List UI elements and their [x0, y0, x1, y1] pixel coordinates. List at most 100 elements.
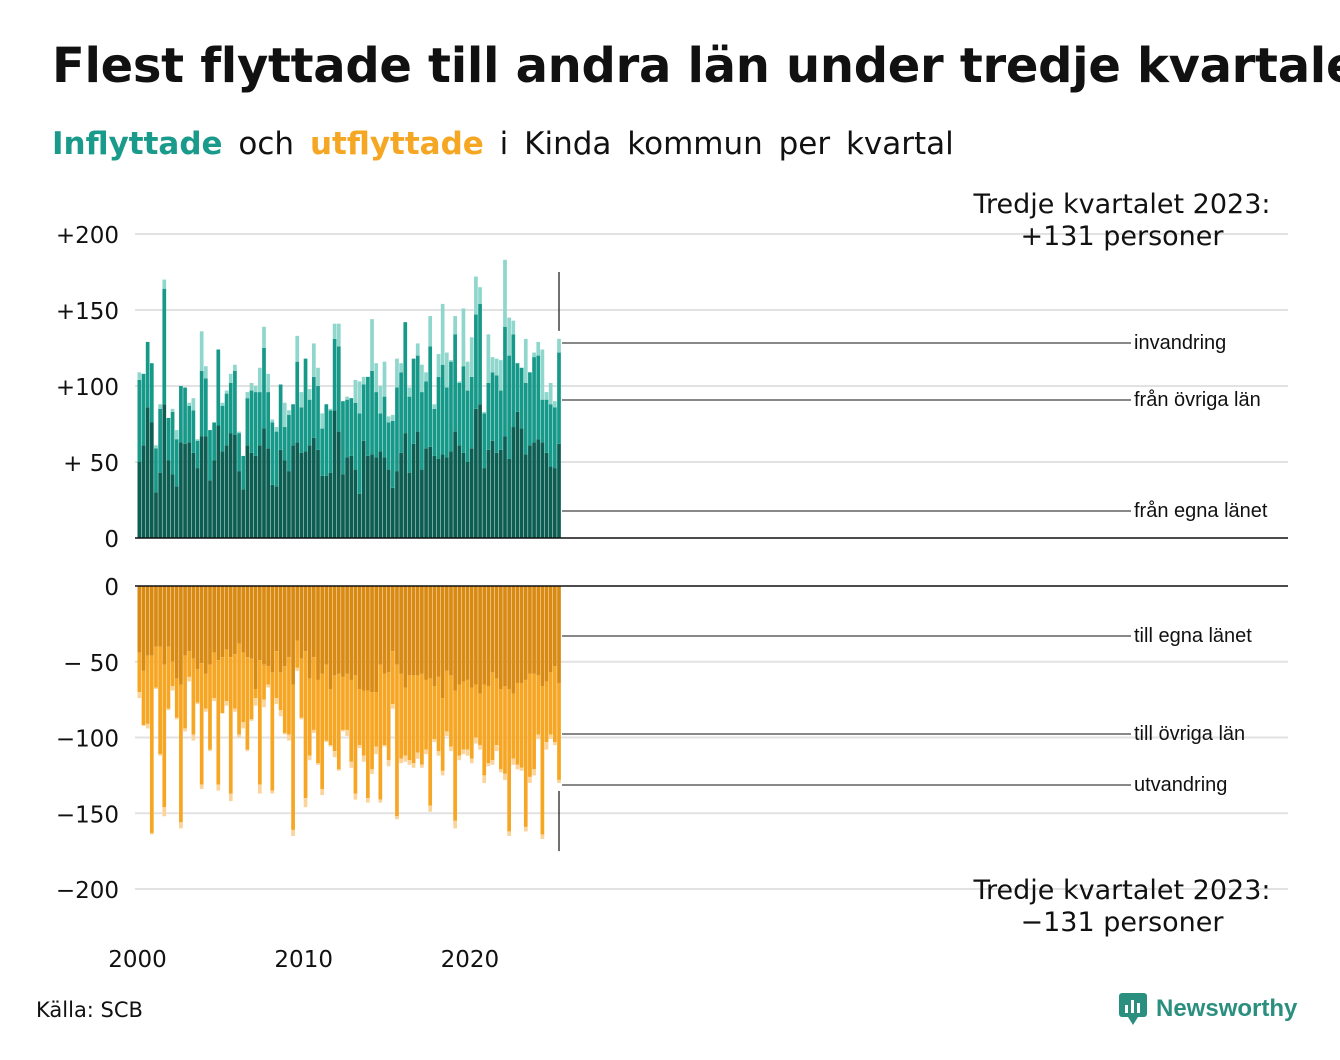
bar-inflow-segment [212, 460, 216, 538]
bar-outflow-segment [403, 687, 408, 756]
bar-outflow-segment [166, 586, 171, 647]
bar-outflow-segment [366, 798, 370, 803]
bar-inflow-segment [528, 372, 532, 446]
bar-outflow-segment [536, 586, 541, 676]
bar-inflow-segment [361, 440, 366, 538]
bar-inflow-segment [519, 428, 524, 538]
bar-inflow-segment [453, 316, 457, 335]
bar-outflow-segment [540, 834, 545, 840]
bar-inflow-segment [386, 416, 391, 423]
bar-outflow-segment [203, 673, 208, 709]
bar-outflow-segment [349, 586, 354, 680]
bar-inflow-segment [191, 410, 196, 453]
bar-inflow-segment [287, 414, 291, 472]
bar-inflow-segment [137, 462, 142, 538]
bar-outflow-segment [386, 586, 391, 673]
bar-outflow-segment [270, 790, 275, 794]
bar-inflow-segment [532, 357, 536, 443]
bar-inflow-segment [449, 451, 453, 538]
bar-inflow-segment [436, 376, 441, 459]
bar-outflow-segment [341, 729, 345, 732]
bar-outflow-segment [548, 586, 553, 673]
bar-outflow-segment [440, 770, 445, 776]
bar-inflow-segment [208, 430, 212, 481]
bar-outflow-segment [361, 690, 366, 756]
bar-inflow-segment [316, 386, 320, 450]
bar-inflow-segment [154, 448, 158, 493]
bar-inflow-segment [382, 361, 387, 397]
bar-inflow-segment [307, 389, 312, 400]
bar-inflow-segment [457, 381, 462, 383]
bar-outflow-segment [469, 586, 474, 688]
bar-inflow-segment [299, 452, 304, 538]
bar-outflow-segment [174, 717, 179, 720]
bar-inflow-segment [557, 352, 561, 444]
bar-outflow-segment [154, 646, 158, 688]
bar-outflow-segment [490, 672, 495, 761]
bar-outflow-segment [432, 586, 437, 686]
bar-outflow-segment [253, 586, 258, 690]
bar-inflow-segment [536, 439, 541, 538]
bar-inflow-segment [420, 469, 424, 538]
bar-outflow-segment [544, 742, 549, 750]
bar-outflow-segment [332, 586, 337, 676]
bar-inflow-segment [328, 472, 333, 538]
bar-outflow-segment [482, 775, 487, 783]
y-tick-label: −200 [56, 878, 119, 904]
bar-outflow-segment [191, 586, 196, 659]
bar-inflow-segment [320, 413, 325, 429]
bar-outflow-segment [395, 586, 399, 665]
bar-outflow-segment [407, 586, 412, 676]
bar-inflow-segment [224, 390, 229, 394]
bar-outflow-segment [336, 586, 341, 674]
bar-inflow-segment [166, 417, 171, 461]
legend-label-utvandring: utvandring [1134, 774, 1227, 796]
bar-inflow-segment [544, 452, 549, 538]
bar-inflow-segment [332, 323, 337, 339]
bar-outflow-segment [174, 586, 179, 679]
bar-outflow-segment [257, 586, 262, 661]
bar-outflow-segment [316, 586, 320, 680]
bar-outflow-segment [474, 684, 478, 738]
bar-outflow-segment [494, 745, 499, 752]
bar-inflow-segment [411, 443, 416, 538]
bar-outflow-segment [361, 586, 366, 691]
bar-outflow-segment [444, 670, 449, 732]
bar-outflow-segment [249, 719, 254, 721]
bar-outflow-segment [216, 660, 221, 785]
bar-outflow-segment [374, 692, 379, 747]
bar-outflow-segment [390, 704, 395, 709]
bar-inflow-segment [162, 288, 167, 405]
bar-inflow-segment [390, 414, 395, 421]
bar-outflow-segment [378, 664, 383, 800]
bar-inflow-segment [432, 404, 437, 409]
bar-outflow-segment [507, 831, 511, 836]
bar-inflow-segment [245, 445, 250, 538]
bar-outflow-segment [320, 586, 325, 674]
bar-inflow-segment [461, 366, 466, 453]
bar-inflow-segment [486, 449, 491, 538]
bar-outflow-segment [266, 684, 271, 688]
bar-outflow-segment [336, 769, 341, 771]
bar-inflow-segment [257, 367, 262, 393]
bar-outflow-segment [457, 684, 462, 756]
bar-inflow-segment [282, 427, 287, 461]
bar-outflow-segment [465, 679, 470, 750]
bar-outflow-segment [228, 657, 233, 794]
bar-outflow-segment [220, 657, 225, 714]
bar-inflow-segment [440, 303, 445, 365]
bar-inflow-segment [515, 411, 520, 538]
bar-outflow-segment [428, 678, 433, 806]
bar-inflow-segment [137, 372, 142, 380]
bar-outflow-segment [548, 734, 553, 740]
bar-inflow-segment [540, 349, 545, 400]
bar-outflow-segment [303, 586, 308, 652]
bar-inflow-segment [262, 326, 266, 348]
bar-inflow-segment [316, 367, 320, 386]
bar-inflow-segment [357, 493, 362, 538]
bar-inflow-segment [158, 408, 162, 473]
bar-inflow-segment [332, 338, 337, 411]
bar-inflow-segment [291, 445, 295, 538]
subtitle-rest: i Kinda kommun per kvartal [499, 126, 954, 162]
bar-outflow-segment [287, 734, 291, 741]
